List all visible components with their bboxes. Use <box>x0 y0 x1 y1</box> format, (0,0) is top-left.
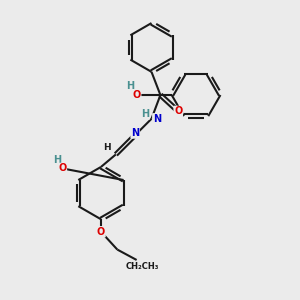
Text: O: O <box>133 90 141 100</box>
Text: H: H <box>141 109 149 119</box>
Text: N: N <box>153 114 161 124</box>
Text: O: O <box>58 164 66 173</box>
Text: O: O <box>174 106 182 116</box>
Text: H: H <box>53 155 61 165</box>
Text: O: O <box>97 227 105 237</box>
Text: H: H <box>126 81 134 91</box>
Text: CH₂CH₃: CH₂CH₃ <box>125 262 159 271</box>
Text: H: H <box>103 143 111 152</box>
Text: N: N <box>131 128 139 138</box>
